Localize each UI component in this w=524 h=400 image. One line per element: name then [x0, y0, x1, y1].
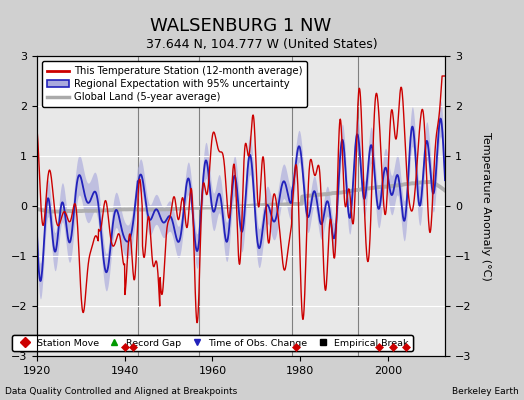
Title: WALSENBURG 1 NW: WALSENBURG 1 NW — [150, 17, 332, 35]
Text: Data Quality Controlled and Aligned at Breakpoints: Data Quality Controlled and Aligned at B… — [5, 387, 237, 396]
Legend: Station Move, Record Gap, Time of Obs. Change, Empirical Break: Station Move, Record Gap, Time of Obs. C… — [12, 335, 412, 351]
Text: Berkeley Earth: Berkeley Earth — [452, 387, 519, 396]
Y-axis label: Temperature Anomaly (°C): Temperature Anomaly (°C) — [481, 132, 491, 280]
Text: 37.644 N, 104.777 W (United States): 37.644 N, 104.777 W (United States) — [146, 38, 378, 51]
